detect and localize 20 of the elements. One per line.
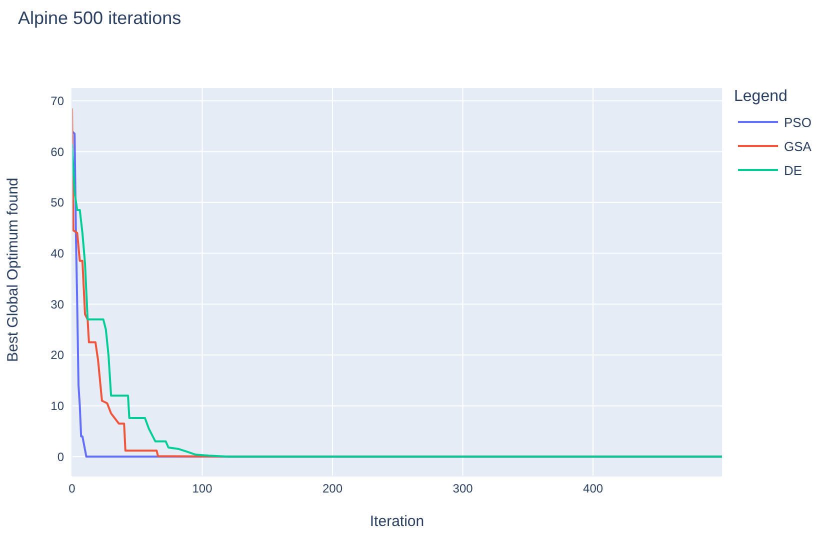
x-tick-label: 400 bbox=[583, 482, 604, 496]
legend-title: Legend bbox=[734, 88, 788, 106]
y-axis-title: Best Global Optimum found bbox=[4, 178, 22, 362]
y-tick-label: 0 bbox=[57, 450, 64, 464]
x-axis-title: Iteration bbox=[370, 513, 424, 530]
legend-label: DE bbox=[784, 162, 802, 178]
x-tick-label: 100 bbox=[192, 482, 213, 496]
y-tick-label: 20 bbox=[50, 348, 64, 362]
y-tick-label: 40 bbox=[50, 246, 64, 261]
x-tick-label: 0 bbox=[68, 482, 76, 496]
chart-title: Alpine 500 iterations bbox=[18, 8, 182, 29]
y-tick-label: 10 bbox=[50, 399, 64, 414]
x-tick-label: 200 bbox=[322, 482, 343, 496]
y-tick-label: 30 bbox=[50, 297, 64, 312]
y-tick-label: 60 bbox=[50, 144, 64, 159]
y-tick-label: 50 bbox=[50, 196, 64, 210]
legend-label: PSO bbox=[784, 114, 812, 130]
legend-label: GSA bbox=[784, 138, 812, 154]
y-tick-label: 70 bbox=[50, 94, 64, 108]
x-tick-label: 300 bbox=[452, 482, 474, 496]
